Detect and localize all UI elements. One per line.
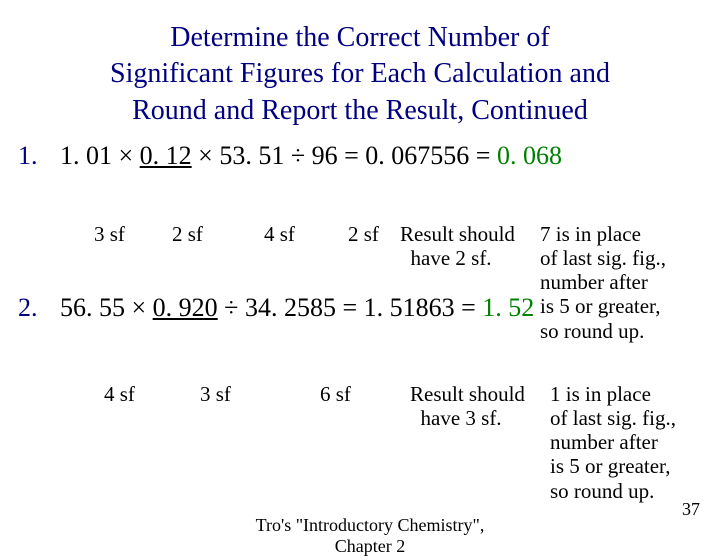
footer: Tro's "Introductory Chemistry", Chapter … bbox=[250, 515, 490, 557]
p1-note-l4: is 5 or greater, bbox=[540, 294, 660, 318]
p2-sf3: 6 sf bbox=[320, 382, 351, 406]
footer-l2: Chapter 2 bbox=[335, 536, 405, 556]
p2-sf2: 3 sf bbox=[200, 382, 231, 406]
p2-note-l5: so round up. bbox=[550, 479, 654, 503]
problem-1-row: 1. 1. 01 × 0. 12 × 53. 51 ÷ 96 = 0. 0675… bbox=[0, 141, 720, 171]
p2-result: Result should have 3 sf. bbox=[410, 382, 525, 430]
p1-sf2: 2 sf bbox=[172, 222, 203, 246]
p2-note: 1 is in place of last sig. fig., number … bbox=[550, 382, 676, 503]
p1-eq-underline: 0. 12 bbox=[140, 141, 192, 170]
problem-2-equation: 56. 55 × 0. 920 ÷ 34. 2585 = 1. 51863 = … bbox=[60, 293, 534, 323]
p1-note: 7 is in place of last sig. fig., number … bbox=[540, 222, 666, 343]
p1-eq-a: 1. 01 × bbox=[60, 141, 140, 170]
p2-answer: 1. 52 bbox=[482, 293, 534, 322]
p1-note-l1: 7 is in place bbox=[540, 222, 641, 246]
p1-sf3: 4 sf bbox=[264, 222, 295, 246]
p2-eq-underline: 0. 920 bbox=[153, 293, 218, 322]
title-line-3: Round and Report the Result, Continued bbox=[132, 95, 588, 126]
p1-note-l3: number after bbox=[540, 270, 648, 294]
title-line-1: Determine the Correct Number of bbox=[170, 22, 549, 53]
p1-sf1: 3 sf bbox=[94, 222, 125, 246]
p2-note-l2: of last sig. fig., bbox=[550, 406, 676, 430]
problem-2-number: 2. bbox=[18, 293, 60, 323]
p2-note-l3: number after bbox=[550, 430, 658, 454]
slide-title: Determine the Correct Number of Signific… bbox=[0, 20, 720, 129]
footer-l1: Tro's "Introductory Chemistry", bbox=[256, 515, 485, 535]
p2-eq-b: ÷ 34. 2585 = 1. 51863 = bbox=[218, 293, 483, 322]
p2-sf1: 4 sf bbox=[104, 382, 135, 406]
problem-1-number: 1. bbox=[18, 141, 60, 171]
p2-note-l4: is 5 or greater, bbox=[550, 454, 670, 478]
page-number: 37 bbox=[682, 499, 700, 520]
p2-note-l1: 1 is in place bbox=[550, 382, 651, 406]
p1-sf4: 2 sf bbox=[348, 222, 379, 246]
p1-result-l1: Result should bbox=[400, 222, 515, 246]
problem-1-equation: 1. 01 × 0. 12 × 53. 51 ÷ 96 = 0. 067556 … bbox=[60, 141, 562, 171]
p1-note-l5: so round up. bbox=[540, 319, 644, 343]
p1-eq-b: × 53. 51 ÷ 96 = 0. 067556 = bbox=[192, 141, 497, 170]
p1-result: Result should have 2 sf. bbox=[400, 222, 515, 270]
p2-result-l1: Result should bbox=[410, 382, 525, 406]
p1-note-l2: of last sig. fig., bbox=[540, 246, 666, 270]
p1-answer: 0. 068 bbox=[497, 141, 562, 170]
p2-eq-a: 56. 55 × bbox=[60, 293, 153, 322]
title-line-2: Significant Figures for Each Calculation… bbox=[110, 58, 610, 89]
p1-result-l2: have 2 sf. bbox=[411, 246, 492, 270]
p2-result-l2: have 3 sf. bbox=[421, 406, 502, 430]
